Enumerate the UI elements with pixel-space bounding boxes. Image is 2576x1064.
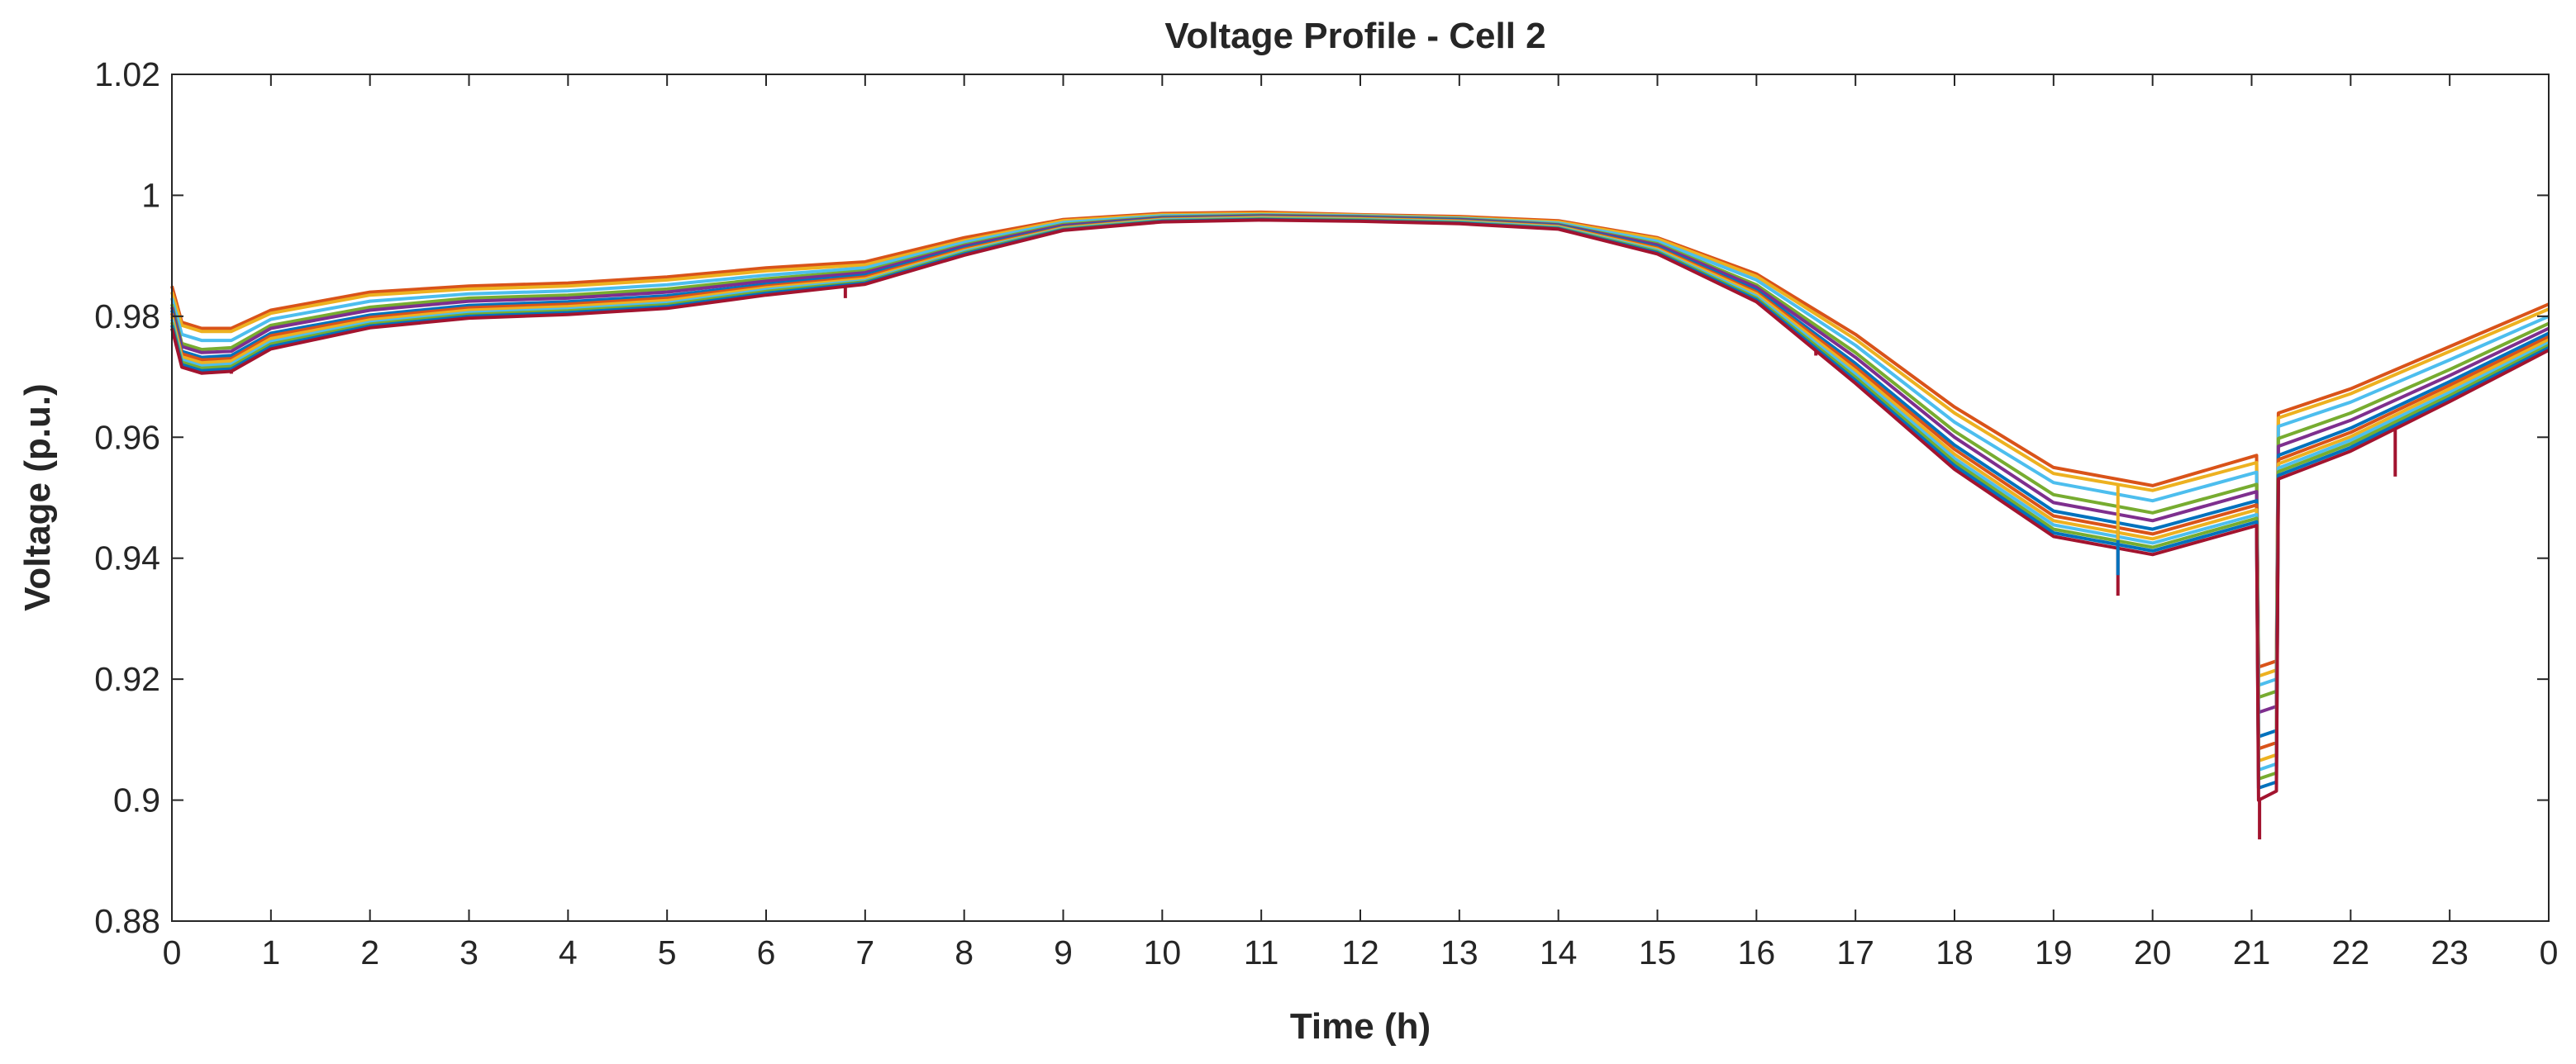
x-axis-label: Time (h) [1290,1006,1431,1047]
x-tick-label: 4 [559,933,578,971]
plot-area-frame [171,74,2550,922]
x-tick-label: 9 [1054,933,1073,971]
x-tick-label: 22 [2332,933,2370,971]
y-tick-label: 1 [141,176,160,214]
y-axis: 0.88 0.9 0.92 0.94 0.96 0.98 1 1.02 [94,55,2549,940]
series-line-6 [170,215,2550,739]
x-tick-label: 18 [1936,933,1974,971]
x-tick-label: 5 [658,933,677,971]
y-axis-label: Voltage (p.u.) [17,383,58,610]
series-line-1 [170,210,2550,669]
x-tick-label: 15 [1639,933,1677,971]
x-tick-label: 12 [1341,933,1379,971]
x-axis: 0 1 2 3 4 5 6 7 8 9 10 11 12 13 14 15 16 17 18 19 20 21 22 23 0 [163,74,2559,971]
x-tick-label: 1 [261,933,280,971]
series-group [170,210,2550,802]
x-tick-label: 11 [1244,933,1279,971]
x-tick-label: 2 [360,933,379,971]
y-tick-label: 0.98 [94,297,160,335]
x-tick-label: 13 [1440,933,1478,971]
x-tick-label: 16 [1738,933,1776,971]
x-tick-label: 7 [855,933,874,971]
x-tick-label: 0 [163,933,182,971]
y-tick-label: 1.02 [94,55,160,93]
x-tick-label: 0 [2540,933,2559,971]
x-tick-label: 14 [1540,933,1578,971]
y-tick-label: 0.94 [94,539,160,577]
spike-group [229,286,2397,840]
x-tick-label: 3 [459,933,479,971]
x-tick-label: 17 [1836,933,1874,971]
chart-title: Voltage Profile - Cell 2 [1164,16,1545,56]
y-tick-label: 0.88 [94,902,160,940]
x-tick-label: 8 [955,933,974,971]
series-line-9 [170,216,2550,772]
x-tick-label: 23 [2431,933,2469,971]
x-tick-label: 19 [2035,933,2073,971]
x-tick-label: 21 [2233,933,2271,971]
series-line-5 [170,214,2550,715]
y-tick-label: 0.96 [94,418,160,456]
y-tick-label: 0.92 [94,660,160,698]
x-tick-label: 6 [757,933,776,971]
y-tick-label: 0.9 [113,781,160,819]
x-tick-label: 20 [2134,933,2172,971]
x-tick-label: 10 [1144,933,1182,971]
